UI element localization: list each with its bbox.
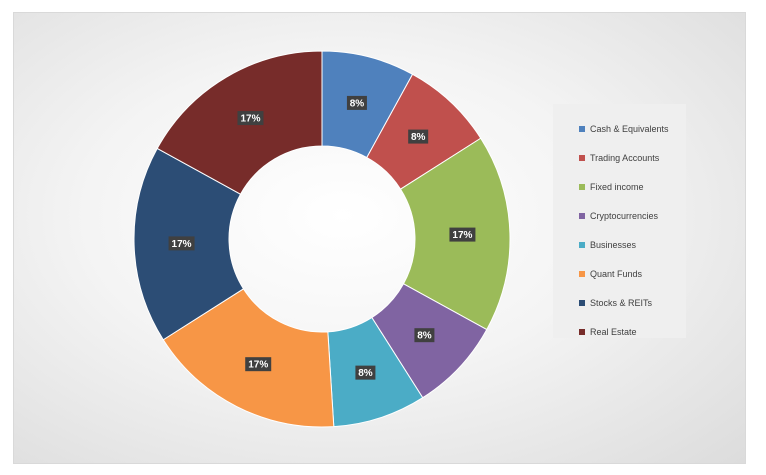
data-label: 8%: [408, 129, 429, 144]
legend-label: Trading Accounts: [590, 152, 660, 163]
data-label-text: 17%: [172, 239, 192, 250]
data-label-box: [346, 95, 367, 110]
chart-area: 8% 8% 17% 8% 8% 17% 17% 17% Cash & Equivalents T…: [13, 12, 746, 464]
legend-label: Cryptocurrencies: [590, 210, 659, 221]
data-label-text: 17%: [240, 114, 260, 125]
legend-swatch: [579, 183, 585, 190]
data-label-text: 8%: [417, 331, 432, 342]
data-label-text: 8%: [411, 132, 426, 143]
data-label-box: [449, 227, 476, 242]
legend-swatch: [579, 270, 585, 277]
data-label: 8%: [414, 328, 435, 343]
legend-label: Real Estate: [590, 326, 637, 337]
legend-swatch: [579, 328, 585, 335]
legend-label: Quant Funds: [590, 268, 643, 279]
data-label: 8%: [355, 365, 376, 380]
data-label-text: 17%: [248, 360, 268, 371]
legend-swatch: [579, 212, 585, 219]
data-label-box: [245, 357, 272, 372]
legend-swatch: [579, 241, 585, 248]
data-label: 17%: [245, 357, 272, 372]
data-label-text: 8%: [350, 98, 365, 109]
legend-swatch: [579, 125, 585, 132]
chart-legend: Cash & Equivalents Trading Accounts Fixed …: [553, 104, 686, 338]
legend-label: Fixed income: [590, 181, 644, 192]
data-label-text: 8%: [358, 368, 373, 379]
legend-item: Cryptocurrencies: [553, 201, 686, 230]
data-label-box: [168, 236, 195, 251]
legend-label: Cash & Equivalents: [590, 123, 669, 134]
data-label: 17%: [168, 236, 195, 251]
data-label: 8%: [346, 95, 367, 110]
legend-label: Stocks & REITs: [590, 297, 653, 308]
legend-item: Fixed income: [553, 172, 686, 201]
data-label: 17%: [237, 111, 264, 126]
donut-chart: 8% 8% 17% 8% 8% 17% 17% 17%: [133, 50, 511, 428]
data-label-box: [355, 365, 376, 380]
data-label-box: [237, 111, 264, 126]
data-label: 17%: [449, 227, 476, 242]
legend-item: Quant Funds: [553, 259, 686, 288]
data-label-box: [414, 328, 435, 343]
legend-item: Stocks & REITs: [553, 288, 686, 317]
data-label-text: 17%: [452, 230, 472, 241]
legend-swatch: [579, 154, 585, 161]
data-label-box: [408, 129, 429, 144]
legend-item: Real Estate: [553, 317, 686, 346]
legend-item: Businesses: [553, 230, 686, 259]
legend-label: Businesses: [590, 239, 637, 250]
legend-swatch: [579, 299, 585, 306]
legend-item: Cash & Equivalents: [553, 114, 686, 143]
legend-item: Trading Accounts: [553, 143, 686, 172]
